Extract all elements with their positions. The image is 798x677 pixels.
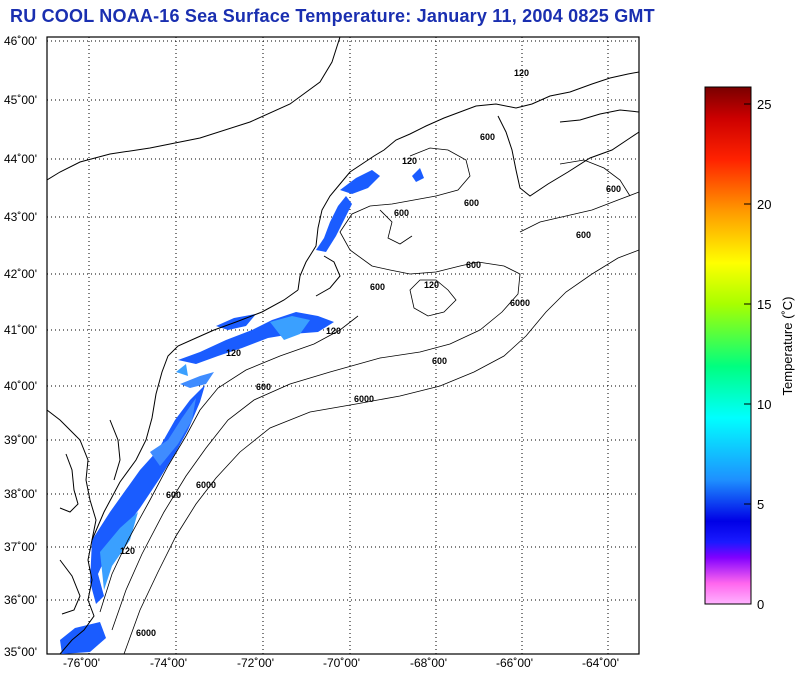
contour-label: 6000 bbox=[196, 480, 216, 490]
map-title: RU COOL NOAA-16 Sea Surface Temperature:… bbox=[10, 6, 655, 26]
contour-label: 120 bbox=[120, 546, 135, 556]
lon-label: -74˚00' bbox=[150, 656, 187, 670]
colorbar-title: Temperature (˚C) bbox=[780, 297, 795, 396]
contour-label: 6000 bbox=[136, 628, 156, 638]
longitude-labels: -76˚00' -74˚00' -72˚00' -70˚00' -68˚00' … bbox=[63, 656, 619, 670]
coastline bbox=[47, 37, 639, 654]
lon-label: -72˚00' bbox=[237, 656, 274, 670]
contour-label: 600 bbox=[394, 208, 409, 218]
lat-label: 42˚00' bbox=[4, 267, 37, 281]
contour-label: 120 bbox=[226, 348, 241, 358]
lon-label: -68˚00' bbox=[410, 656, 447, 670]
colorbar-tick-label: 15 bbox=[757, 297, 771, 312]
colorbar-gradient bbox=[704, 86, 752, 605]
lat-label: 35˚00' bbox=[4, 645, 37, 659]
lat-label: 38˚00' bbox=[4, 487, 37, 501]
lon-label: -64˚00' bbox=[582, 656, 619, 670]
lat-label: 43˚00' bbox=[4, 210, 37, 224]
contour-label: 6000 bbox=[354, 394, 374, 404]
contour-labels: 120 600 6000 600 6000 600 6000 600 600 1… bbox=[120, 68, 621, 638]
colorbar-tick-label: 10 bbox=[757, 397, 771, 412]
contour-label: 600 bbox=[256, 382, 271, 392]
lat-lon-grid bbox=[47, 37, 639, 654]
lon-label: -76˚00' bbox=[63, 656, 100, 670]
contour-label: 120 bbox=[402, 156, 417, 166]
lat-label: 44˚00' bbox=[4, 152, 37, 166]
lat-label: 41˚00' bbox=[4, 323, 37, 337]
contour-label: 600 bbox=[576, 230, 591, 240]
contour-label: 600 bbox=[466, 260, 481, 270]
map-frame bbox=[46, 36, 640, 655]
colorbar-ticks bbox=[744, 103, 751, 605]
contour-label: 600 bbox=[606, 184, 621, 194]
contour-label: 120 bbox=[424, 280, 439, 290]
colorbar: 25 20 15 10 5 0 Temperature (˚C) bbox=[704, 86, 795, 612]
contour-label: 120 bbox=[326, 326, 341, 336]
lon-label: -70˚00' bbox=[323, 656, 360, 670]
lon-label: -66˚00' bbox=[496, 656, 533, 670]
colorbar-tick-label: 0 bbox=[757, 597, 764, 612]
contour-label: 120 bbox=[514, 68, 529, 78]
colorbar-tick-label: 5 bbox=[757, 497, 764, 512]
contour-label: 600 bbox=[370, 282, 385, 292]
contour-label: 6000 bbox=[510, 298, 530, 308]
lat-label: 37˚00' bbox=[4, 540, 37, 554]
lat-label: 45˚00' bbox=[4, 93, 37, 107]
contour-label: 600 bbox=[464, 198, 479, 208]
lat-label: 39˚00' bbox=[4, 433, 37, 447]
lat-label: 40˚00' bbox=[4, 379, 37, 393]
lat-label: 46˚00' bbox=[4, 34, 37, 48]
contour-label: 600 bbox=[166, 490, 181, 500]
colorbar-tick-label: 20 bbox=[757, 197, 771, 212]
latitude-labels: 46˚00' 45˚00' 44˚00' 43˚00' 42˚00' 41˚00… bbox=[4, 34, 37, 659]
lat-label: 36˚00' bbox=[4, 593, 37, 607]
contour-label: 600 bbox=[432, 356, 447, 366]
sst-data bbox=[60, 168, 424, 654]
colorbar-tick-label: 25 bbox=[757, 97, 771, 112]
bathymetry-contours bbox=[99, 147, 639, 654]
contour-label: 600 bbox=[480, 132, 495, 142]
